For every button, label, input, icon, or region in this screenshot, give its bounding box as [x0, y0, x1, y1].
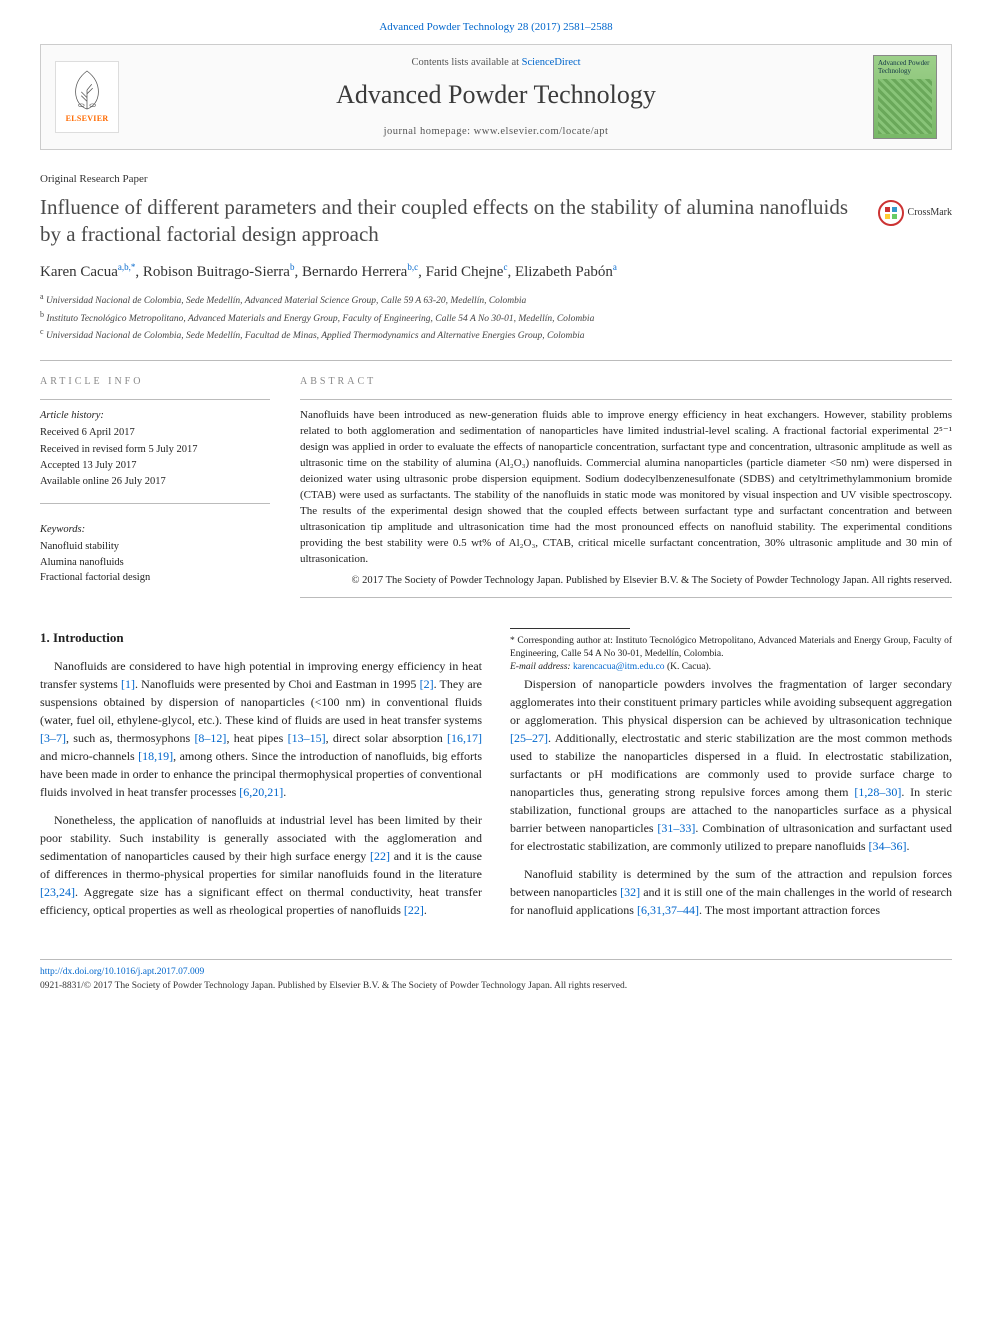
footnote-separator [510, 628, 630, 629]
journal-cover-thumbnail[interactable]: Advanced Powder Technology [873, 55, 937, 139]
body-paragraph: Nanofluids are considered to have high p… [40, 657, 482, 801]
affiliation: c Universidad Nacional de Colombia, Sede… [40, 326, 952, 343]
citation-ref[interactable]: [1] [121, 677, 135, 691]
citation-ref[interactable]: [32] [620, 885, 640, 899]
corresponding-author: * Corresponding author at: Instituto Tec… [510, 635, 952, 662]
abstract-heading: ABSTRACT [300, 375, 952, 390]
history-label: Article history: [40, 408, 270, 423]
divider [40, 399, 270, 400]
citation-ref[interactable]: [23,24] [40, 885, 75, 899]
citation-ref[interactable]: [3–7] [40, 731, 66, 745]
citation-ref[interactable]: [6,20,21] [239, 785, 283, 799]
history-item: Received in revised form 5 July 2017 [40, 442, 270, 457]
body-paragraph: Nonetheless, the application of nanoflui… [40, 811, 482, 919]
history-item: Available online 26 July 2017 [40, 474, 270, 489]
citation-ref[interactable]: [6,31,37–44] [637, 903, 699, 917]
history-item: Received 6 April 2017 [40, 425, 270, 440]
divider [300, 399, 952, 400]
article-title: Influence of different parameters and th… [40, 194, 858, 249]
page-footer: http://dx.doi.org/10.1016/j.apt.2017.07.… [40, 959, 952, 994]
crossmark-label: CrossMark [908, 206, 952, 221]
affiliations: a Universidad Nacional de Colombia, Sede… [40, 291, 952, 343]
affiliation: b Instituto Tecnológico Metropolitano, A… [40, 309, 952, 326]
citation-ref[interactable]: [16,17] [447, 731, 482, 745]
crossmark-badge[interactable]: CrossMark [878, 194, 952, 226]
citation-link[interactable]: Advanced Powder Technology 28 (2017) 258… [379, 21, 612, 33]
citation-ref[interactable]: [18,19] [138, 749, 173, 763]
journal-banner: ELSEVIER Contents lists available at Sci… [40, 44, 952, 150]
crossmark-icon [878, 200, 904, 226]
publisher-logo[interactable]: ELSEVIER [55, 61, 119, 133]
article-info-heading: ARTICLE INFO [40, 375, 270, 390]
keywords-label: Keywords: [40, 522, 270, 537]
sciencedirect-link[interactable]: ScienceDirect [522, 57, 581, 68]
footnotes: * Corresponding author at: Instituto Tec… [510, 635, 952, 675]
publisher-name: ELSEVIER [66, 113, 109, 125]
author: Farid Chejnec [426, 264, 508, 280]
elsevier-tree-icon [68, 69, 106, 111]
keyword: Nanofluid stability [40, 539, 270, 554]
cover-image-icon [878, 79, 932, 134]
affiliation: a Universidad Nacional de Colombia, Sede… [40, 291, 952, 308]
citation-ref[interactable]: [13–15] [288, 731, 326, 745]
abstract-text: Nanofluids have been introduced as new-g… [300, 408, 952, 567]
citation-ref[interactable]: [1,28–30] [854, 785, 901, 799]
section-heading: 1. Introduction [40, 628, 482, 648]
authors-list: Karen Cacuaa,b,*, Robison Buitrago-Sierr… [40, 261, 952, 284]
citation-ref[interactable]: [22] [404, 903, 424, 917]
citation-ref[interactable]: [25–27] [510, 731, 548, 745]
keyword: Alumina nanofluids [40, 555, 270, 570]
doi-link[interactable]: http://dx.doi.org/10.1016/j.apt.2017.07.… [40, 967, 204, 977]
author: Bernardo Herrerab,c [302, 264, 418, 280]
body-paragraph: Dispersion of nanoparticle powders invol… [510, 675, 952, 855]
author-email-link[interactable]: karencacua@itm.edu.co [573, 662, 665, 672]
citation-ref[interactable]: [8–12] [194, 731, 226, 745]
author: Karen Cacuaa,b,* [40, 264, 135, 280]
article-info: ARTICLE INFO Article history: Received 6… [40, 375, 270, 598]
body-paragraph: Nanofluid stability is determined by the… [510, 865, 952, 919]
citation-ref[interactable]: [31–33] [657, 821, 695, 835]
abstract-copyright: © 2017 The Society of Powder Technology … [300, 573, 952, 588]
article-body: 1. Introduction Nanofluids are considere… [40, 628, 952, 939]
issn-copyright: 0921-8831/© 2017 The Society of Powder T… [40, 980, 952, 994]
email-line: E-mail address: karencacua@itm.edu.co (K… [510, 661, 952, 674]
history-item: Accepted 13 July 2017 [40, 458, 270, 473]
citation-header: Advanced Powder Technology 28 (2017) 258… [40, 20, 952, 36]
citation-ref[interactable]: [2] [420, 677, 434, 691]
divider [40, 503, 270, 504]
abstract-section: ABSTRACT Nanofluids have been introduced… [300, 375, 952, 598]
homepage-url[interactable]: www.elsevier.com/locate/apt [474, 126, 609, 137]
author: Robison Buitrago-Sierrab [143, 264, 295, 280]
journal-homepage: journal homepage: www.elsevier.com/locat… [119, 124, 873, 139]
citation-ref[interactable]: [22] [370, 849, 390, 863]
divider [40, 360, 952, 361]
article-type: Original Research Paper [40, 172, 952, 188]
author: Elizabeth Pabóna [515, 264, 617, 280]
journal-title: Advanced Powder Technology [119, 76, 873, 114]
contents-available: Contents lists available at ScienceDirec… [119, 55, 873, 70]
keyword: Fractional factorial design [40, 570, 270, 585]
citation-ref[interactable]: [34–36] [869, 839, 907, 853]
divider [300, 597, 952, 598]
